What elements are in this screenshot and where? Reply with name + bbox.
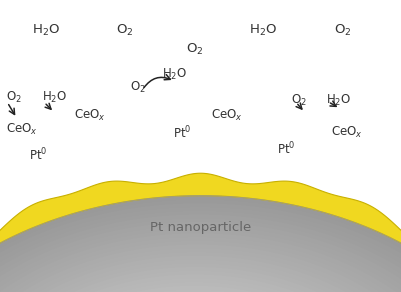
Text: O$_2$: O$_2$: [334, 23, 352, 38]
Text: H$_2$O: H$_2$O: [42, 90, 67, 105]
Circle shape: [0, 203, 401, 292]
Text: O$_2$: O$_2$: [115, 23, 133, 38]
Text: CeO$_x$: CeO$_x$: [6, 122, 38, 138]
Circle shape: [0, 267, 401, 292]
Text: Pt nanoparticle: Pt nanoparticle: [150, 221, 251, 234]
Text: H$_2$O: H$_2$O: [249, 23, 277, 38]
Text: H$_2$O: H$_2$O: [32, 23, 60, 38]
Circle shape: [0, 211, 401, 292]
Text: Pt$^0$: Pt$^0$: [29, 147, 47, 163]
Text: Pt$^0$: Pt$^0$: [173, 125, 192, 141]
Text: O$_2$: O$_2$: [186, 42, 203, 57]
Circle shape: [0, 259, 401, 292]
Circle shape: [0, 282, 401, 292]
Circle shape: [0, 252, 401, 292]
Circle shape: [0, 214, 401, 292]
Polygon shape: [0, 173, 401, 245]
Circle shape: [0, 256, 401, 292]
Circle shape: [0, 199, 401, 292]
Circle shape: [0, 222, 401, 292]
Circle shape: [0, 278, 401, 292]
Text: O$_2$: O$_2$: [130, 80, 146, 95]
Circle shape: [0, 233, 401, 292]
Circle shape: [0, 230, 401, 292]
Circle shape: [0, 286, 399, 292]
Circle shape: [0, 196, 401, 292]
Text: H$_2$O: H$_2$O: [326, 93, 351, 108]
Text: CeO$_x$: CeO$_x$: [211, 108, 243, 123]
Circle shape: [0, 218, 401, 292]
Text: CeO$_x$: CeO$_x$: [331, 125, 363, 140]
Circle shape: [0, 237, 401, 292]
Circle shape: [0, 241, 401, 292]
Circle shape: [0, 263, 401, 292]
Text: H$_2$O: H$_2$O: [162, 67, 187, 82]
Circle shape: [0, 274, 401, 292]
Circle shape: [0, 207, 401, 292]
Text: O$_2$: O$_2$: [291, 93, 307, 108]
Circle shape: [0, 248, 401, 292]
Circle shape: [0, 244, 401, 292]
Circle shape: [0, 226, 401, 292]
Text: O$_2$: O$_2$: [6, 90, 22, 105]
Text: Pt$^0$: Pt$^0$: [277, 141, 296, 157]
Circle shape: [0, 289, 393, 292]
Circle shape: [0, 271, 401, 292]
Text: CeO$_x$: CeO$_x$: [74, 108, 106, 123]
